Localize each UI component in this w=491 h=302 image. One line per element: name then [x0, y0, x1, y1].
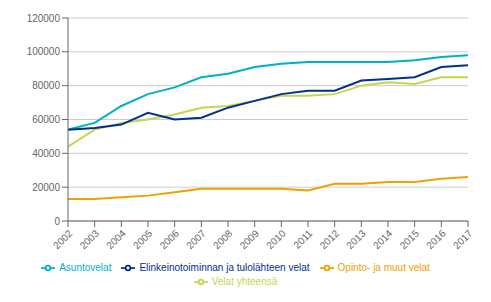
- svg-text:2003: 2003: [78, 227, 102, 251]
- svg-text:2008: 2008: [211, 227, 235, 251]
- svg-text:120000: 120000: [27, 13, 61, 24]
- svg-text:2006: 2006: [158, 227, 182, 251]
- svg-text:2015: 2015: [398, 227, 422, 251]
- svg-text:20000: 20000: [32, 182, 60, 193]
- svg-text:2011: 2011: [291, 227, 314, 250]
- svg-text:2005: 2005: [131, 227, 155, 251]
- svg-text:80000: 80000: [32, 80, 60, 91]
- svg-text:2017: 2017: [451, 227, 475, 251]
- html-text:Asuntovelat: Asuntovelat: [59, 261, 112, 273]
- svg-text:2013: 2013: [344, 227, 368, 251]
- svg-text:2016: 2016: [424, 227, 448, 251]
- svg-text:2014: 2014: [371, 227, 395, 251]
- svg-text:40000: 40000: [32, 148, 60, 159]
- html-text:Opinto- ja muut velat: Opinto- ja muut velat: [337, 261, 430, 273]
- svg-text:100000: 100000: [27, 46, 61, 57]
- svg-text:2002: 2002: [51, 227, 75, 251]
- svg-text:2012: 2012: [318, 227, 342, 251]
- html-text:Velat yhteensä: Velat yhteensä: [211, 275, 278, 287]
- svg-text:2010: 2010: [264, 227, 288, 251]
- html-text:Elinkeinotoiminnan ja tuloläht: Elinkeinotoiminnan ja tulolähteen velat: [139, 261, 310, 273]
- svg-text:2004: 2004: [104, 227, 128, 251]
- svg-text:60000: 60000: [32, 114, 60, 125]
- svg-text:2007: 2007: [184, 227, 208, 251]
- svg-text:2009: 2009: [238, 227, 262, 251]
- svg-text:0: 0: [54, 216, 60, 227]
